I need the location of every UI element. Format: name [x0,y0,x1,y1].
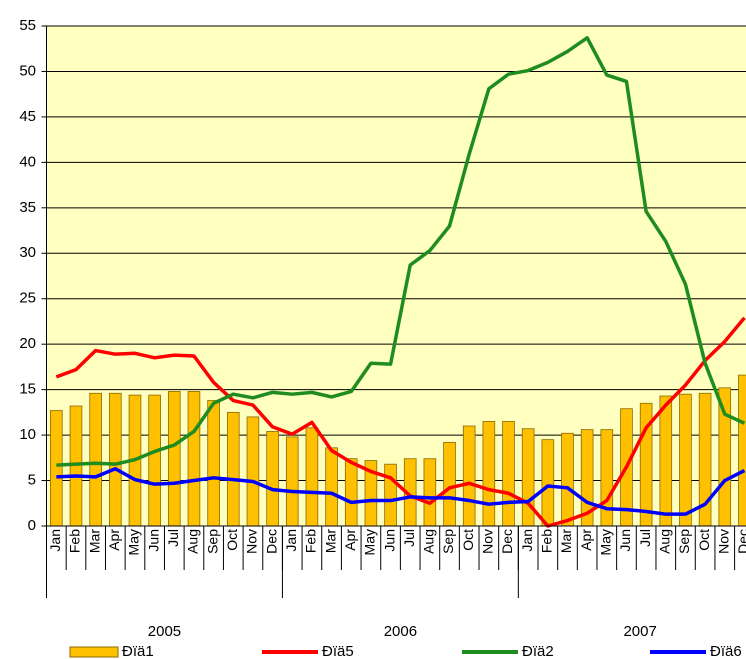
legend-label: Ðïä1 [122,643,154,659]
bar [207,400,220,527]
bar [521,428,535,527]
y-tick-label: 55 [19,17,36,34]
x-tick-label: Sep [440,529,456,554]
x-tick-label: Oct [224,529,240,551]
x-tick-label: Jan [283,529,299,552]
y-tick-label: 45 [19,108,36,125]
y-tick-label: 25 [19,290,36,307]
x-tick-label: Dec [263,529,279,554]
x-tick-label: Feb [303,529,319,553]
x-tick-label: Sep [204,529,220,554]
x-tick-label: Mar [322,529,338,553]
y-tick-label: 30 [19,244,36,261]
x-tick-label: Jul [637,529,653,547]
x-tick-label: Aug [185,529,201,554]
x-tick-label: May [362,529,378,555]
legend-label: Ðïä5 [322,643,354,659]
bar [679,393,692,527]
x-tick-label: May [598,529,614,555]
x-tick-label: Mar [86,529,102,553]
bar [659,395,673,527]
line [55,316,746,528]
bar [109,392,122,527]
x-tick-label: Oct [696,529,712,551]
bar [305,427,319,527]
x-tick-label: Jul [401,529,417,547]
legend-label: Ðïä6 [710,643,742,659]
x-tick-label: Apr [342,529,358,551]
line [56,466,746,516]
bar [89,392,102,527]
x-tick-label: Dec [735,529,746,554]
bar [718,387,732,527]
x-tick-label: Jan [47,529,63,552]
bar [148,394,161,527]
bar [384,463,397,527]
bar [738,374,746,527]
x-tick-label: Mar [558,529,574,553]
x-tick-label: Oct [460,529,476,551]
bar [344,458,358,527]
bar [423,458,437,527]
x-tick-label: Nov [480,529,496,554]
x-tick-label: Jun [145,529,161,552]
y-tick-label: 0 [28,517,36,534]
y-tick-label: 15 [19,381,36,398]
y-tick-label: 50 [19,62,36,79]
y-tick-label: 20 [19,335,36,352]
bar [285,436,299,527]
x-tick-label: Apr [106,529,122,551]
x-tick-label: Nov [244,529,260,554]
x-tick-label: May [126,529,142,555]
x-tick-label: Feb [539,529,555,553]
bar [266,431,279,527]
y-tick-label: 10 [19,426,36,443]
group-label: 2007 [623,623,656,640]
bar [482,421,496,527]
bar [187,391,201,527]
bar [502,421,515,527]
x-tick-label: Jun [617,529,633,552]
bar [443,441,456,527]
y-tick-label: 40 [19,153,36,170]
x-tick-label: Feb [67,529,83,553]
legend-swatch [69,646,119,658]
bar [226,411,240,527]
x-tick-label: Apr [578,529,594,551]
x-tick-label: Jun [381,529,397,552]
legend-label: Ðïä2 [522,643,554,659]
x-tick-label: Aug [421,529,437,554]
bar [246,416,260,527]
y-tick-label: 5 [28,472,36,489]
y-tick-label: 35 [19,199,36,216]
plot: Jan Feb Mar Apr May Jun Jul Aug Sep Oct Nov Dec Jan F… [46,25,746,598]
bar [167,391,181,527]
x-tick-label: Jan [519,529,535,552]
bar [541,439,555,527]
bar [325,447,338,527]
bar [50,410,63,527]
x-tick-label: Aug [656,529,672,554]
group-label: 2005 [148,623,181,640]
x-tick-label: Nov [715,529,731,554]
bar [561,432,574,527]
x-tick-label: Jul [165,529,181,547]
x-tick-label: Sep [676,529,692,554]
bar [462,425,476,527]
group-label: 2006 [384,623,417,640]
line [56,36,746,467]
bar [600,429,614,527]
x-tick-label: Dec [499,529,515,554]
